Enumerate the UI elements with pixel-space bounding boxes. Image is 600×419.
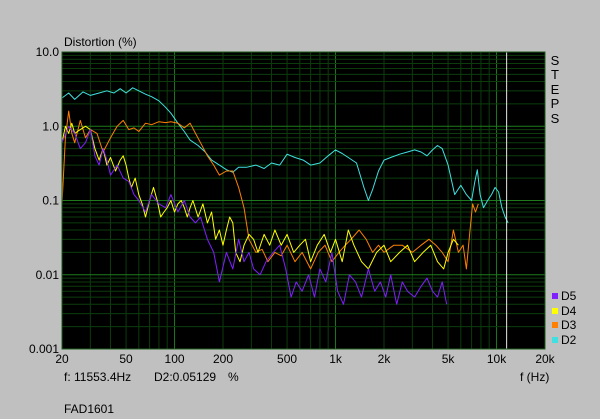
legend-swatch	[552, 337, 558, 344]
legend-swatch	[552, 307, 558, 314]
steps-letter: S	[550, 53, 560, 68]
x-tick-label: 10k	[487, 352, 507, 366]
x-tick-label: 2k	[378, 352, 392, 366]
x-tick-label: 50	[119, 352, 133, 366]
series-line-d5	[61, 125, 448, 305]
cursor-unit-readout: %	[228, 370, 239, 384]
chart-series	[61, 87, 509, 305]
axis-tick-labels: 20 50 100 200 500 1k 2k 5k 10k 20k 0.001 0.01 0.1 1.0…	[29, 45, 556, 366]
y-tick-label: 0.1	[42, 194, 59, 208]
cursor-value-readout: D2:0.05129	[154, 370, 217, 384]
chart-grid	[61, 52, 546, 350]
x-tick-label: 100	[165, 352, 185, 366]
legend-item-d2[interactable]: D2	[552, 333, 576, 348]
legend-item-d5[interactable]: D5	[552, 289, 576, 304]
legend-label: D5	[561, 289, 577, 303]
steps-letter: T	[551, 67, 559, 83]
series-line-d2	[61, 87, 509, 224]
legend-label: D4	[561, 303, 577, 318]
x-tick-label: 20k	[535, 352, 555, 366]
legend-item-d4[interactable]: D4	[552, 304, 576, 319]
x-tick-label: 20	[55, 352, 69, 366]
x-axis-label: f (Hz)	[520, 370, 550, 384]
plot-border	[61, 51, 546, 350]
steps-letter: P	[550, 96, 560, 112]
series-line-d4	[61, 122, 459, 270]
x-tick-label: 5k	[442, 352, 456, 366]
y-tick-label: 0.001	[29, 342, 59, 356]
y-tick-label: 10.0	[36, 45, 60, 59]
legend-label: D3	[561, 318, 577, 333]
chart-title: Distortion (%)	[64, 35, 137, 49]
y-tick-label: 0.01	[36, 268, 60, 282]
steps-letter: E	[550, 81, 560, 97]
x-tick-label: 200	[213, 352, 233, 366]
legend-swatch	[552, 293, 558, 300]
legend-item-d3[interactable]: D3	[552, 318, 576, 333]
cursor-frequency-readout: f: 11553.4Hz	[64, 370, 132, 384]
y-tick-label: 1.0	[42, 119, 59, 133]
model-name: FAD1601	[64, 402, 115, 416]
x-tick-label: 500	[277, 352, 297, 366]
legend-swatch	[552, 322, 558, 329]
legend-label: D2	[561, 332, 577, 347]
legend: D5 D4 D3 D2	[552, 289, 576, 347]
x-tick-label: 1k	[329, 352, 343, 366]
steps-letter: S	[550, 110, 560, 126]
